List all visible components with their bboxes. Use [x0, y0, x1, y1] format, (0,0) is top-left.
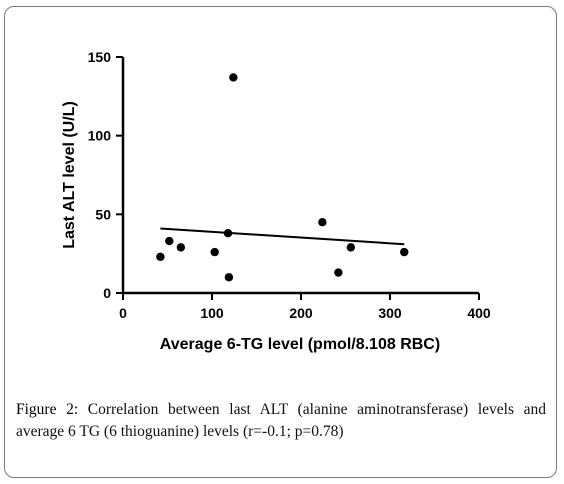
data-point — [165, 236, 174, 246]
x-axis-title: Average 6-TG level (pmol/8.108 RBC) — [160, 336, 440, 353]
trendline — [160, 227, 405, 246]
x-tick-label: 0 — [119, 305, 127, 321]
figure-caption: Figure 2: Correlation between last ALT (… — [16, 399, 546, 443]
chart-axes — [121, 57, 479, 295]
scatter-chart: 0 100 200 300 400 0 50 100 150 Average 6-TG leve… — [61, 49, 491, 353]
y-tick-label: 150 — [88, 49, 112, 65]
data-point — [400, 247, 409, 257]
data-points — [156, 73, 409, 282]
x-tick-label: 400 — [467, 305, 491, 321]
data-point — [346, 243, 356, 252]
chart-ticks: 0 100 200 300 400 0 50 100 150 — [88, 49, 491, 321]
x-tick-label: 200 — [289, 305, 313, 321]
y-tick-label: 0 — [103, 285, 111, 301]
data-point — [318, 218, 327, 227]
data-point — [224, 273, 234, 282]
y-tick-label: 100 — [88, 128, 112, 144]
figure-frame — [4, 6, 557, 478]
data-point — [223, 229, 233, 238]
data-point — [229, 73, 238, 82]
data-point — [210, 247, 219, 257]
caption-label: Figure 2: — [16, 401, 79, 418]
y-axis-title: Last ALT level (U/L) — [61, 101, 78, 249]
x-tick-label: 300 — [378, 305, 402, 321]
data-point — [156, 252, 165, 262]
x-tick-label: 100 — [200, 305, 224, 321]
data-point — [176, 243, 186, 252]
data-point — [334, 268, 343, 277]
y-tick-label: 50 — [95, 206, 111, 222]
trendline-group — [160, 227, 405, 246]
caption-text: Correlation between last ALT (alanine am… — [16, 401, 546, 440]
